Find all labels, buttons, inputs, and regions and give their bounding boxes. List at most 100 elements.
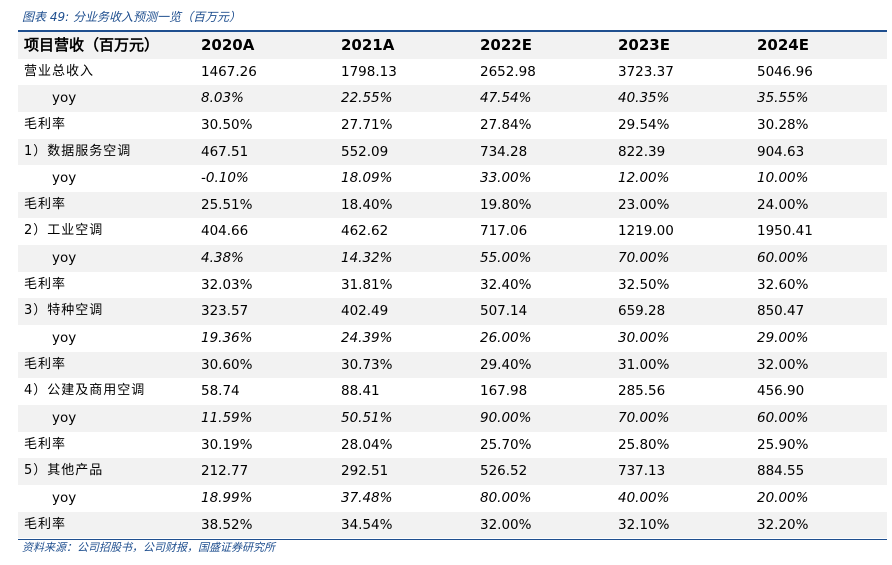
table-row-yoy: yoy 19.36% 24.39% 26.00% 30.00% 29.00% [18,325,887,352]
row-label: 2）工业空调 [24,223,104,239]
row-label: 1）数据服务空调 [24,143,132,159]
value-cell: 659.28 [618,303,666,320]
value-cell: 28.04% [341,436,393,453]
value-cell: -0.10% [201,170,249,187]
figure-caption: 图表 49: 分业务收入预测一览（百万元） [22,10,241,24]
value-cell: 25.70% [480,436,532,453]
value-cell: 80.00% [480,489,532,506]
row-label: 毛利率 [24,356,67,372]
value-cell: 60.00% [757,409,809,426]
value-cell: 24.00% [757,196,809,213]
value-cell: 4.38% [201,250,244,267]
table-row-segment: 营业总收入 1467.26 1798.13 2652.98 3723.37 5046.96 [18,59,887,86]
value-cell: 18.09% [341,170,393,187]
row-label: 毛利率 [24,116,67,132]
row-label: yoy [52,170,77,187]
value-cell: 456.90 [757,383,805,400]
value-cell: 822.39 [618,143,666,160]
table-row-yoy: yoy 18.99% 37.48% 80.00% 40.00% 20.00% [18,485,887,512]
value-cell: 32.00% [480,516,532,533]
value-cell: 32.60% [757,276,809,293]
value-cell: 552.09 [341,143,389,160]
header-cell-2022e: 2022E [480,36,532,54]
value-cell: 2652.98 [480,63,536,80]
value-cell: 31.00% [618,356,670,373]
row-label: yoy [52,330,77,347]
value-cell: 285.56 [618,383,666,400]
top-rule [18,30,887,32]
row-label: 3）特种空调 [24,303,104,319]
value-cell: 12.00% [618,170,670,187]
table-row-gross-margin: 毛利率 30.50% 27.71% 27.84% 29.54% 30.28% [18,112,887,139]
header-cell-2023e: 2023E [618,36,670,54]
bottom-rule [18,539,887,540]
value-cell: 24.39% [341,330,393,347]
row-label: yoy [52,489,77,506]
value-cell: 20.00% [757,489,809,506]
value-cell: 14.32% [341,250,393,267]
value-cell: 90.00% [480,409,532,426]
row-label: 毛利率 [24,196,67,212]
value-cell: 32.03% [201,276,253,293]
table-row-yoy: yoy 11.59% 50.51% 90.00% 70.00% 60.00% [18,404,887,432]
table-header-row: 项目营收（百万元） 2020A 2021A 2022E 2023E 2024E [18,32,887,59]
value-cell: 23.00% [618,196,670,213]
value-cell: 1219.00 [618,223,674,240]
table-row-segment: 1）数据服务空调 467.51 552.09 734.28 822.39 904.63 [18,138,887,166]
value-cell: 34.54% [341,516,393,533]
value-cell: 30.00% [618,330,670,347]
value-cell: 30.73% [341,356,393,373]
value-cell: 30.28% [757,116,809,133]
value-cell: 717.06 [480,223,528,240]
source-note: 资料来源：公司招股书，公司财报，国盛证券研究所 [22,541,275,554]
table-row-segment: 2）工业空调 404.66 462.62 717.06 1219.00 1950.41 [18,218,887,245]
value-cell: 58.74 [201,383,240,400]
row-label: 营业总收入 [24,63,95,79]
value-cell: 50.51% [341,409,393,426]
header-cell-2024e: 2024E [757,36,809,54]
value-cell: 5046.96 [757,63,813,80]
value-cell: 70.00% [618,250,670,267]
value-cell: 32.10% [618,516,670,533]
value-cell: 19.80% [480,196,532,213]
value-cell: 31.81% [341,276,393,293]
value-cell: 30.60% [201,356,253,373]
value-cell: 11.59% [201,409,253,426]
value-cell: 33.00% [480,170,532,187]
revenue-forecast-table: 项目营收（百万元） 2020A 2021A 2022E 2023E 2024E … [18,32,887,539]
value-cell: 47.54% [480,90,532,107]
row-label: yoy [52,90,77,107]
value-cell: 30.50% [201,116,253,133]
value-cell: 27.84% [480,116,532,133]
row-label: 毛利率 [24,436,67,452]
value-cell: 904.63 [757,143,805,160]
value-cell: 8.03% [201,90,244,107]
value-cell: 88.41 [341,383,380,400]
table-row-gross-margin: 毛利率 38.52% 34.54% 32.00% 32.10% 32.20% [18,511,887,539]
row-label: 毛利率 [24,516,67,532]
value-cell: 167.98 [480,383,528,400]
header-cell-2021a: 2021A [341,36,395,54]
value-cell: 884.55 [757,463,805,480]
table-row-segment: 3）特种空调 323.57 402.49 507.14 659.28 850.47 [18,298,887,326]
row-label: yoy [52,250,77,267]
value-cell: 70.00% [618,409,670,426]
table-row-yoy: yoy 4.38% 14.32% 55.00% 70.00% 60.00% [18,245,887,272]
value-cell: 25.80% [618,436,670,453]
value-cell: 60.00% [757,250,809,267]
value-cell: 467.51 [201,143,249,160]
value-cell: 404.66 [201,223,249,240]
value-cell: 737.13 [618,463,666,480]
table-body: 营业总收入 1467.26 1798.13 2652.98 3723.37 5046.96… [18,59,887,539]
value-cell: 850.47 [757,303,805,320]
value-cell: 402.49 [341,303,389,320]
value-cell: 29.54% [618,116,670,133]
row-label: 4）公建及商用空调 [24,383,146,399]
value-cell: 35.55% [757,90,809,107]
value-cell: 25.51% [201,196,253,213]
value-cell: 29.40% [480,356,532,373]
value-cell: 26.00% [480,330,532,347]
value-cell: 32.50% [618,276,670,293]
value-cell: 27.71% [341,116,393,133]
value-cell: 462.62 [341,223,389,240]
